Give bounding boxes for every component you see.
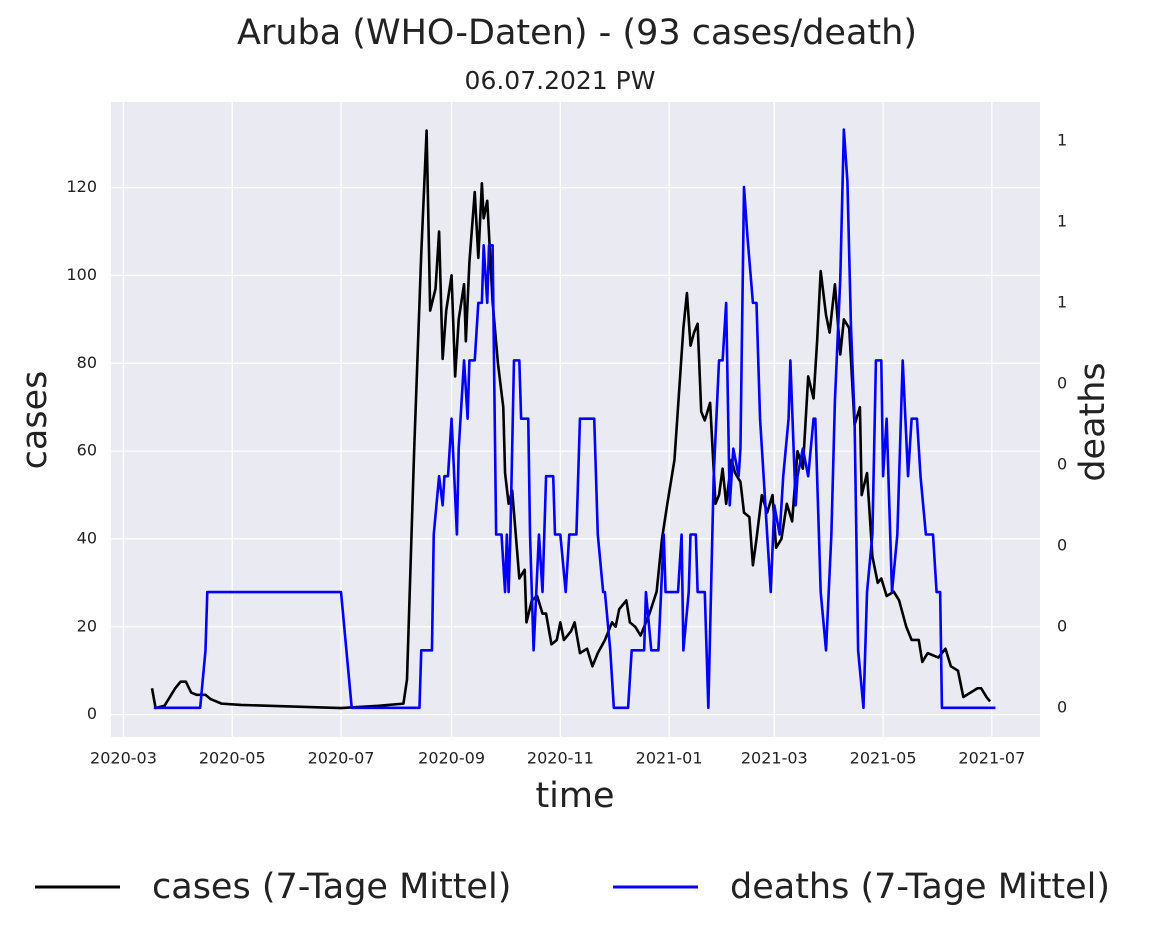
y2-tick-label: 0 [1057, 454, 1067, 473]
y2-axis-label: deaths [1073, 362, 1113, 481]
y-tick-label: 0 [87, 704, 97, 723]
x-tick-label: 2020-11 [527, 749, 594, 768]
y2-tick-label: 1 [1057, 292, 1067, 311]
legend-label: cases (7-Tage Mittel) [152, 867, 511, 907]
y2-tick-label: 1 [1057, 130, 1067, 149]
x-tick-label: 2021-01 [636, 749, 703, 768]
x-tick-label: 2020-05 [199, 749, 266, 768]
y-axis-label: cases [15, 371, 55, 470]
y-tick-label: 120 [66, 177, 97, 196]
legend: cases (7-Tage Mittel) deaths (7-Tage Mitt… [35, 867, 1110, 907]
y2-tick-label: 0 [1057, 697, 1067, 716]
y2-tick-label: 0 [1057, 616, 1067, 635]
x-tick-label: 2020-09 [418, 749, 485, 768]
x-axis-label: time [535, 776, 614, 816]
y-tick-label: 20 [77, 616, 97, 635]
y-tick-label: 100 [66, 265, 97, 284]
chart-subtitle: 06.07.2021 PW [465, 66, 656, 95]
y-tick-label: 40 [77, 528, 97, 547]
y-tick-label: 60 [77, 441, 97, 460]
chart-title: Aruba (WHO-Daten) - (93 cases/death) [237, 13, 917, 53]
y2-tick-label: 0 [1057, 535, 1067, 554]
y-tick-label: 80 [77, 353, 97, 372]
x-tick-label: 2021-07 [958, 749, 1025, 768]
x-tick-label: 2020-07 [308, 749, 375, 768]
legend-label: deaths (7-Tage Mittel) [730, 867, 1110, 907]
x-tick-label: 2020-03 [90, 749, 157, 768]
y2-tick-label: 0 [1057, 373, 1067, 392]
x-tick-label: 2021-03 [741, 749, 808, 768]
lines [150, 128, 996, 710]
y2-tick-label: 1 [1057, 211, 1067, 230]
series-line [153, 128, 996, 710]
x-tick-label: 2021-05 [850, 749, 917, 768]
